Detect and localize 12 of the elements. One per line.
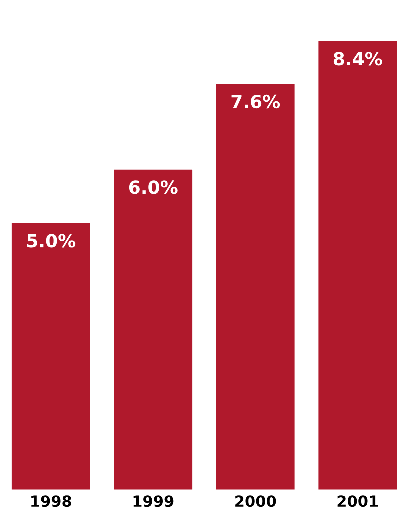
- bar: [317, 40, 398, 490]
- bar: [112, 168, 194, 490]
- bar: [10, 222, 92, 490]
- x-tick-label: 1999: [134, 496, 174, 508]
- data-label: 6.0%: [129, 180, 178, 194]
- data-label: 8.4%: [334, 52, 382, 66]
- x-tick-label: 1998: [32, 496, 72, 508]
- data-label: 7.6%: [232, 94, 280, 109]
- x-tick-label: 2000: [236, 496, 276, 508]
- x-tick-label: 2001: [338, 496, 378, 508]
- bar: [215, 82, 296, 490]
- data-label: 5.0%: [27, 234, 76, 248]
